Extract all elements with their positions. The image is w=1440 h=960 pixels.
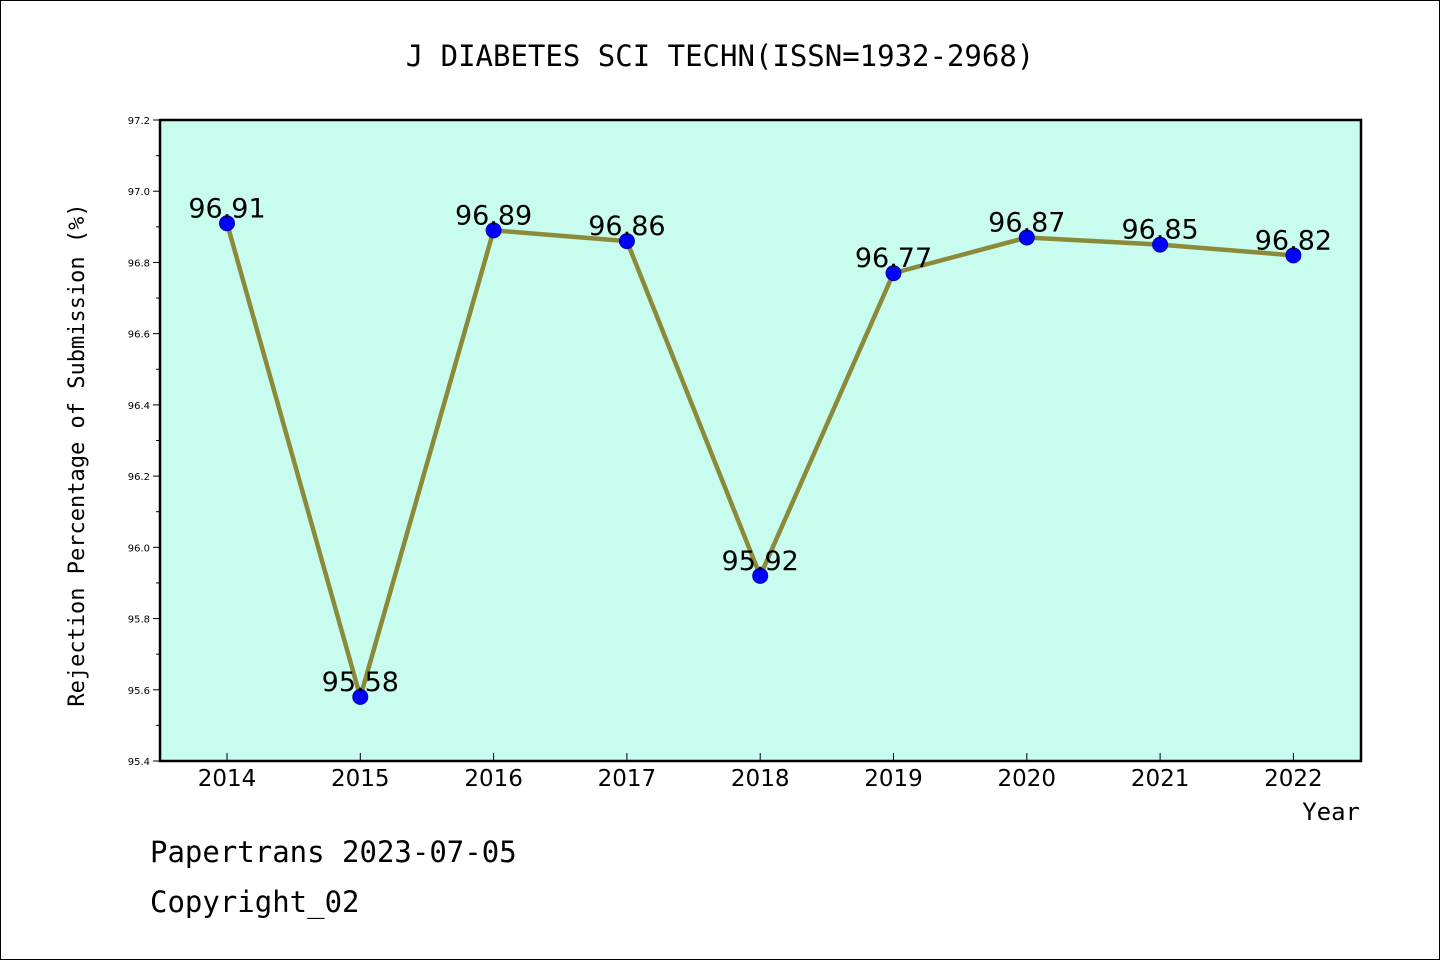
y-tick-label: 96.4 [128, 401, 150, 412]
x-tick-label: 2021 [1131, 766, 1190, 792]
footer-source: Papertrans 2023-07-05 [150, 835, 517, 869]
data-point [885, 265, 902, 282]
chart-title: J DIABETES SCI TECHN(ISSN=1932-2968) [406, 39, 1035, 73]
x-tick-label: 2020 [998, 766, 1057, 792]
x-tick-label: 2018 [731, 766, 790, 792]
data-point [1018, 229, 1035, 246]
data-label: 95.58 [322, 667, 399, 698]
data-point [1285, 247, 1302, 264]
plot-border [158, 118, 1363, 763]
plot-area [160, 120, 1361, 761]
x-axis-label: Year [1302, 798, 1360, 826]
data-label: 96.87 [988, 208, 1065, 239]
y-tick-label: 95.4 [128, 757, 150, 768]
x-tick-label: 2019 [864, 766, 923, 792]
data-label: 96.86 [588, 211, 665, 242]
x-tick-label: 2016 [464, 766, 523, 792]
x-tick-label: 2022 [1264, 766, 1323, 792]
data-label: 96.82 [1255, 225, 1332, 256]
y-tick-label: 96.0 [128, 543, 150, 554]
y-tick-label: 96.2 [128, 472, 150, 483]
x-tick-label: 2014 [198, 766, 257, 792]
data-point [1152, 236, 1169, 253]
data-label: 96.77 [855, 243, 932, 274]
y-tick-label: 95.8 [128, 615, 150, 626]
data-label: 96.85 [1121, 215, 1198, 246]
data-label: 96.89 [455, 200, 532, 231]
footer-copyright: Copyright_02 [150, 885, 360, 919]
y-axis-label: Rejection Percentage of Submission (%) [65, 203, 90, 706]
data-label: 96.91 [188, 193, 265, 224]
data-point [352, 688, 369, 705]
data-point [485, 222, 502, 239]
data-label: 95.92 [722, 546, 799, 577]
data-point [618, 233, 635, 250]
data-point [752, 567, 769, 584]
x-tick-label: 2017 [598, 766, 657, 792]
data-point [219, 215, 235, 232]
y-tick-label: 95.6 [128, 686, 150, 697]
x-tick-label: 2015 [331, 766, 390, 792]
y-tick-label: 97.2 [128, 116, 150, 127]
y-tick-label: 96.6 [128, 330, 150, 341]
y-tick-label: 97.0 [128, 187, 150, 198]
y-tick-label: 96.8 [128, 258, 150, 269]
